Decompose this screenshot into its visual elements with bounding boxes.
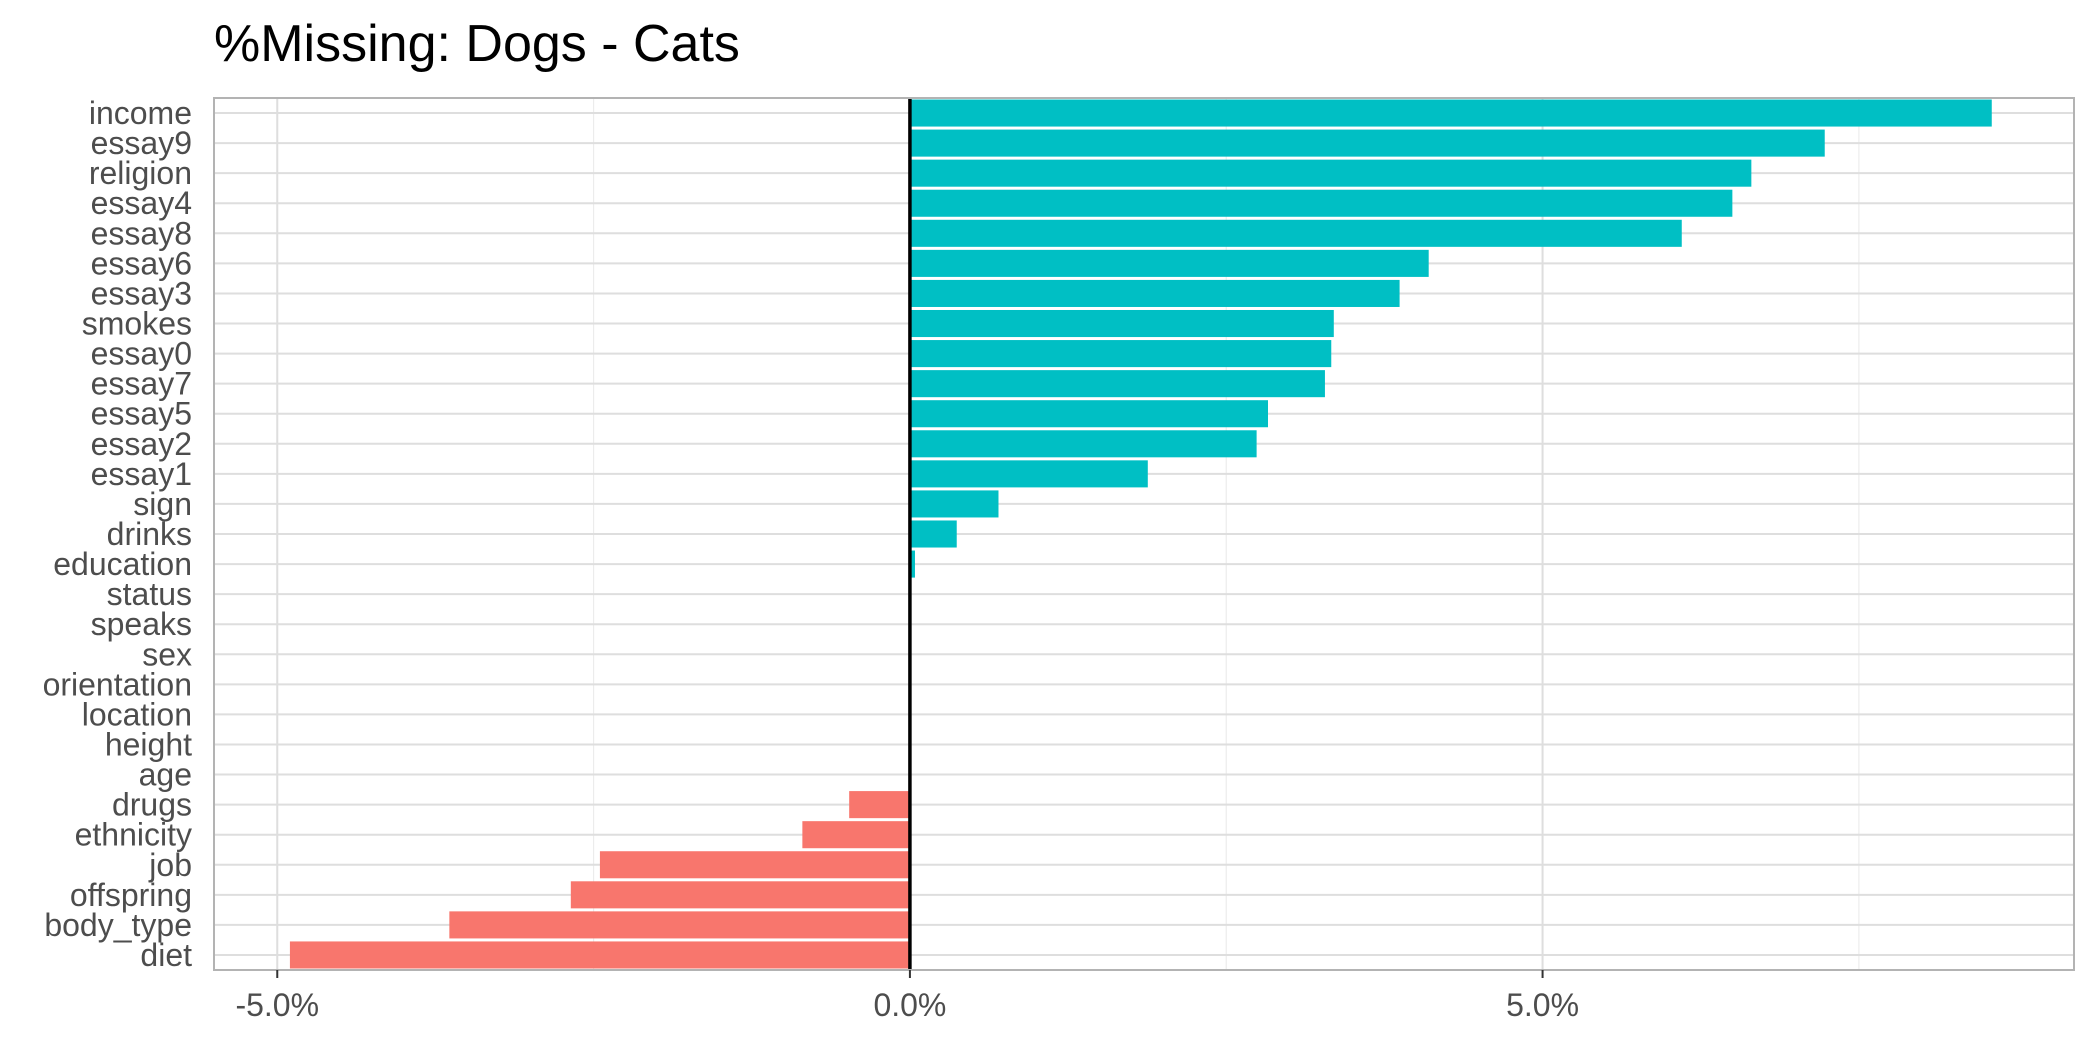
y-tick-label: drinks	[107, 516, 192, 552]
y-tick-label: essay8	[91, 215, 192, 251]
bar-essay4	[909, 189, 1733, 217]
bar-essay6	[909, 249, 1429, 277]
y-tick-label: religion	[89, 155, 192, 191]
y-tick-label: sign	[133, 486, 192, 522]
bar-drugs	[849, 791, 910, 819]
bar-body_type	[449, 911, 910, 939]
bar-essay0	[909, 340, 1332, 368]
y-tick-label: essay2	[91, 426, 192, 462]
bar-essay5	[909, 400, 1268, 428]
y-tick-label: ethnicity	[75, 817, 192, 853]
y-tick-label: diet	[140, 937, 192, 973]
bar-education	[909, 550, 915, 578]
y-tick-label: age	[139, 757, 192, 793]
y-tick-label: essay4	[91, 185, 192, 221]
bar-essay8	[909, 219, 1682, 247]
y-tick-label: income	[89, 95, 192, 131]
y-tick-label: essay9	[91, 125, 192, 161]
x-tick-label: 0.0%	[873, 987, 946, 1023]
y-tick-label: essay5	[91, 396, 192, 432]
bar-offspring	[570, 881, 910, 909]
y-tick-label: drugs	[112, 787, 192, 823]
bar-ethnicity	[802, 821, 910, 849]
bar-essay3	[909, 279, 1400, 307]
y-tick-label: body_type	[44, 907, 192, 943]
y-tick-label: education	[53, 546, 192, 582]
y-tick-label: sex	[142, 636, 192, 672]
y-tick-label: speaks	[91, 606, 192, 642]
y-tick-label: offspring	[70, 877, 192, 913]
bar-essay9	[909, 129, 1825, 157]
y-tick-label: smokes	[82, 306, 192, 342]
panel-border	[213, 97, 2075, 971]
y-tick-label: essay0	[91, 336, 192, 372]
bar-smokes	[909, 309, 1334, 338]
y-tick-label: essay3	[91, 275, 192, 311]
bar-diet	[289, 941, 910, 969]
x-tick-label: 5.0%	[1506, 987, 1579, 1023]
y-tick-label: essay6	[91, 245, 192, 281]
chart-title: %Missing: Dogs - Cats	[214, 15, 740, 73]
y-tick-label: orientation	[43, 666, 192, 702]
y-tick-label: height	[105, 726, 192, 762]
y-tick-label: essay7	[91, 366, 192, 402]
bar-income	[909, 99, 1992, 127]
x-tick-label: -5.0%	[235, 987, 319, 1023]
bar-essay2	[909, 430, 1257, 458]
y-tick-label: status	[107, 576, 192, 612]
bar-job	[599, 851, 910, 879]
bar-sign	[909, 490, 999, 518]
y-tick-label: job	[148, 847, 192, 883]
bar-drinks	[909, 520, 957, 548]
bar-essay7	[909, 370, 1325, 398]
y-tick-label: location	[82, 696, 192, 732]
bar-essay1	[909, 460, 1148, 488]
y-tick-label: essay1	[91, 456, 192, 492]
bar-religion	[909, 159, 1752, 187]
